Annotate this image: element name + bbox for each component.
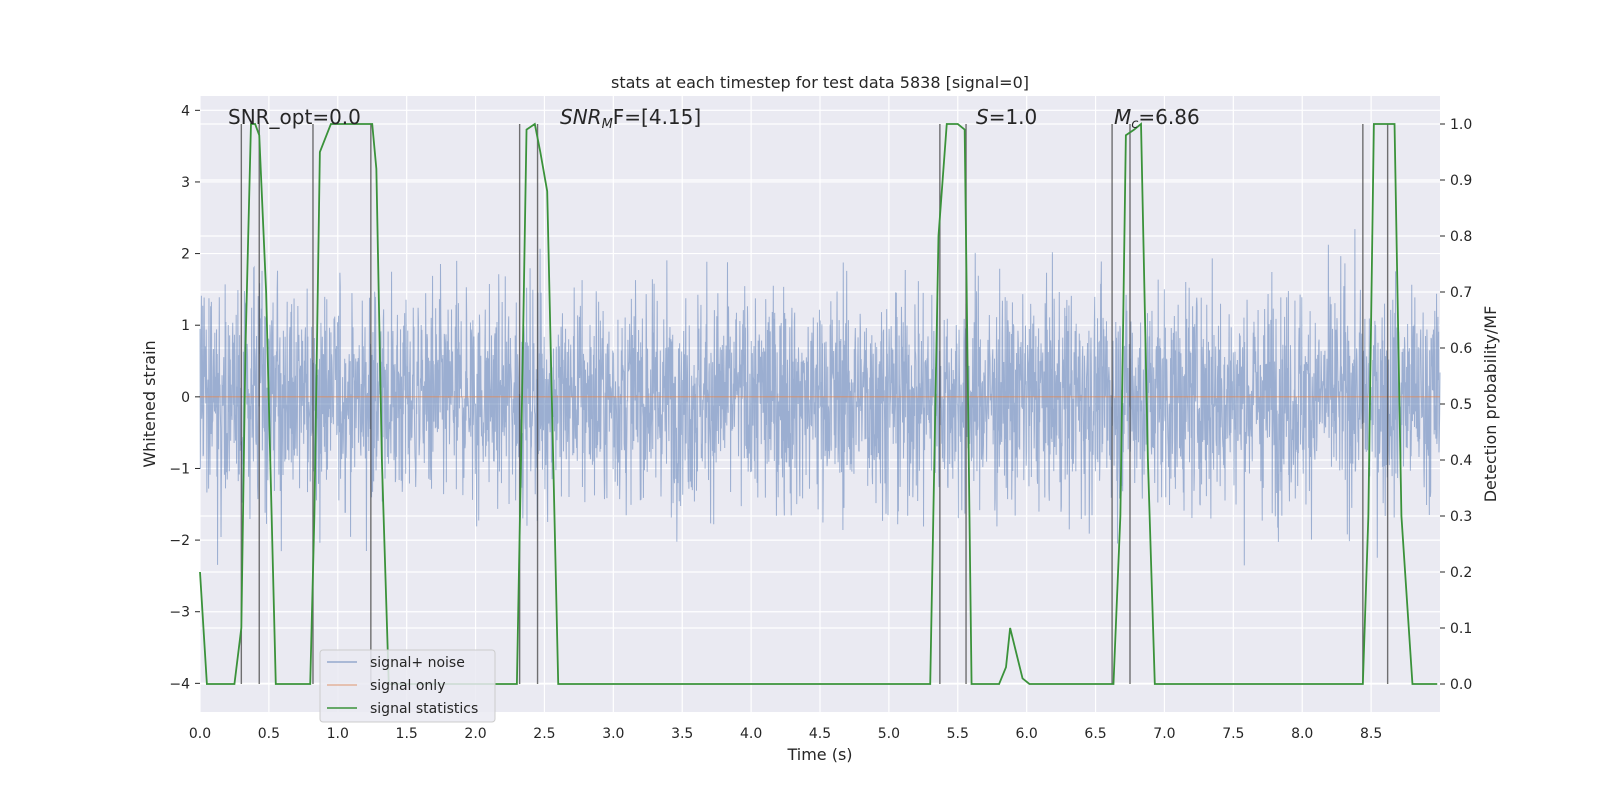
y-right-tick-0: 0.0 [1450, 677, 1472, 693]
x-tick-5: 2.5 [533, 726, 555, 742]
y-right-axis-ticks: 0.0 0.1 0.2 0.3 0.4 0.5 0.6 0.7 0.8 0.9 1.0 [1440, 117, 1472, 693]
y-right-tick-8: 0.8 [1450, 229, 1472, 245]
x-tick-1: 0.5 [258, 726, 280, 742]
legend-label-signal: signal only [370, 678, 445, 694]
annotation-snr-mf: SNRMF=[4.15] [560, 105, 701, 132]
y-right-tick-2: 0.2 [1450, 565, 1472, 581]
y-left-tick-2: −2 [169, 533, 190, 549]
y-right-tick-9: 0.9 [1450, 173, 1472, 189]
x-tick-9: 4.5 [809, 726, 831, 742]
y-right-tick-5: 0.5 [1450, 397, 1472, 413]
x-tick-17: 8.5 [1360, 726, 1382, 742]
x-tick-2: 1.0 [327, 726, 349, 742]
x-tick-13: 6.5 [1084, 726, 1106, 742]
legend-box [319, 649, 496, 723]
y-right-tick-4: 0.4 [1450, 453, 1472, 469]
y-left-tick-6: 2 [181, 247, 190, 263]
annotation-snr-mf-a: SNR [560, 105, 602, 129]
annotation-s: S=1.0 [976, 105, 1037, 129]
y-right-axis-label: Detection probability/MF [1481, 306, 1500, 503]
noise-series [199, 229, 1441, 566]
y-left-tick-7: 3 [181, 175, 190, 191]
chart-title: stats at each timestep for test data 583… [611, 73, 1029, 92]
x-tick-12: 6.0 [1016, 726, 1038, 742]
annotation-mc: Mc=6.86 [1114, 105, 1200, 132]
x-tick-10: 5.0 [878, 726, 900, 742]
stats-line [199, 122, 1438, 685]
y-left-tick-0: −4 [169, 676, 190, 692]
x-tick-14: 7.0 [1153, 726, 1175, 742]
grid [199, 96, 1440, 712]
x-tick-3: 1.5 [396, 726, 418, 742]
annotation-snr-mf-c: F=[4.15] [613, 105, 701, 129]
legend-label-stats: signal statistics [370, 701, 478, 717]
annotation-snr-mf-b: M [602, 117, 613, 132]
y-left-axis-label: Whitened strain [140, 340, 159, 467]
legend: signal+ noise signal only signal statist… [319, 649, 496, 723]
x-axis-label: Time (s) [786, 745, 852, 764]
x-tick-7: 3.5 [671, 726, 693, 742]
annotation-s-a: S [976, 105, 989, 129]
y-right-tick-10: 1.0 [1450, 117, 1472, 133]
x-tick-4: 2.0 [464, 726, 486, 742]
y-left-tick-3: −1 [169, 461, 190, 477]
annotation-snr-opt: SNR_opt=0.0 [228, 105, 361, 129]
legend-label-noise: signal+ noise [370, 655, 465, 671]
x-axis-ticks: 0.0 0.5 1.0 1.5 2.0 2.5 3.0 3.5 4.0 4.5 5.0 5.5 6.0 6… [189, 726, 1382, 742]
y-left-tick-5: 1 [181, 318, 190, 334]
y-left-axis-ticks: −4 −3 −2 −1 0 1 2 3 4 [169, 103, 200, 692]
y-left-tick-8: 4 [181, 103, 190, 119]
noise-trace [199, 229, 1441, 566]
annotation-mc-c: =6.86 [1138, 105, 1199, 129]
annotation-s-b: =1.0 [989, 105, 1038, 129]
x-tick-16: 8.0 [1291, 726, 1313, 742]
x-tick-15: 7.5 [1222, 726, 1244, 742]
y-right-tick-7: 0.7 [1450, 285, 1472, 301]
stats-series [199, 122, 1438, 685]
x-tick-6: 3.0 [602, 726, 624, 742]
y-left-tick-4: 0 [181, 390, 190, 406]
annotation-mc-b: c [1131, 117, 1138, 132]
y-right-tick-3: 0.3 [1450, 509, 1472, 525]
y-right-tick-6: 0.6 [1450, 341, 1472, 357]
annotation-mc-a: M [1114, 105, 1131, 129]
y-left-tick-1: −3 [169, 605, 190, 621]
y-right-tick-1: 0.1 [1450, 621, 1472, 637]
x-tick-8: 4.0 [740, 726, 762, 742]
x-tick-0: 0.0 [189, 726, 211, 742]
x-tick-11: 5.5 [947, 726, 969, 742]
